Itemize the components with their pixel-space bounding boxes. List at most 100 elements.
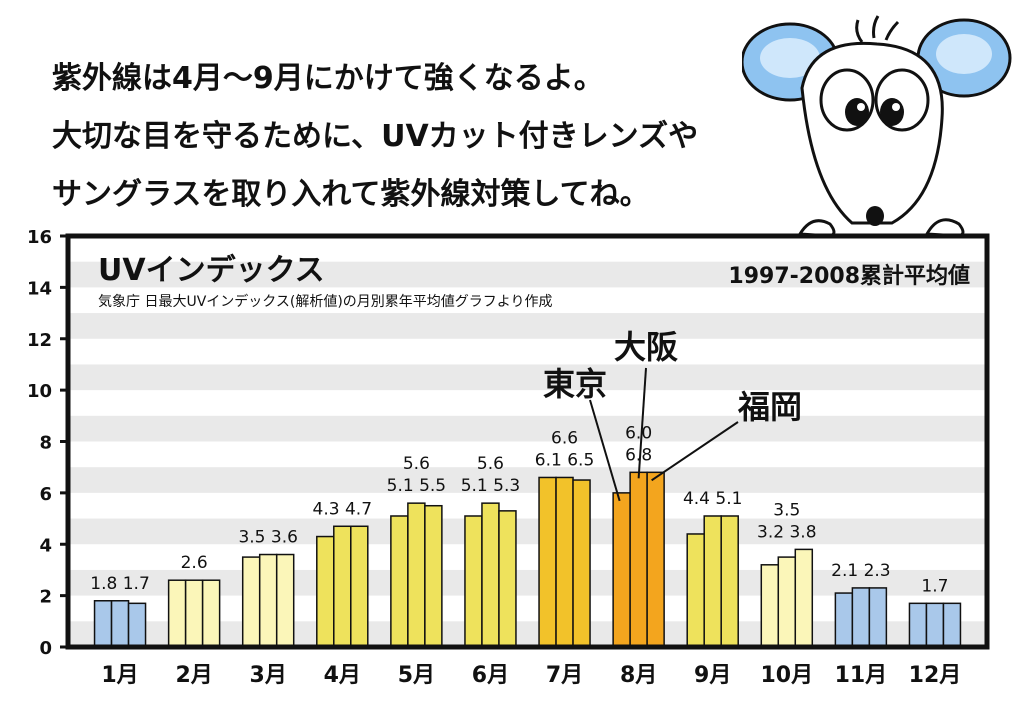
bar-group-5	[390, 502, 443, 648]
y-tick-label: 2	[39, 587, 52, 608]
x-tick-label: 6月	[472, 663, 509, 688]
x-tick-label: 5月	[398, 663, 435, 688]
bar-group-11	[834, 587, 888, 648]
bar-東京	[316, 535, 335, 648]
x-tick-label: 12月	[909, 663, 962, 688]
bar-福岡	[498, 510, 517, 648]
data-label: 5.1 5.5	[387, 476, 446, 496]
bar-東京	[464, 515, 483, 648]
bar-福岡	[350, 525, 369, 648]
bar-福岡	[794, 548, 814, 648]
leader-line-fukuoka	[651, 421, 739, 482]
grid-stripe	[68, 415, 987, 442]
grid-stripe	[68, 621, 987, 647]
bar-大阪	[925, 602, 945, 648]
x-tick-label: 7月	[546, 663, 583, 688]
chart-source-note: 気象庁 日最大UVインデックス(解析値)の月別累年平均値グラフより作成	[98, 293, 553, 310]
bar-東京	[612, 492, 631, 648]
bar-東京	[760, 564, 780, 648]
data-label: 2.1 2.3	[831, 561, 890, 581]
data-label: 4.4 5.1	[683, 489, 742, 509]
headline-line-3: サングラスを取り入れて紫外線対策してね。	[52, 177, 650, 212]
bar-大阪	[481, 502, 500, 648]
data-labels: 1.8 1.72.63.5 3.64.3 4.75.65.1 5.55.65.1…	[90, 423, 948, 596]
bar-福岡	[275, 553, 295, 648]
bar-大阪	[110, 600, 130, 648]
data-label: 1.8 1.7	[90, 574, 149, 594]
bar-東京	[908, 602, 928, 648]
bar-大阪	[629, 471, 648, 648]
x-tick-label: 2月	[175, 663, 212, 688]
y-tick-label: 4	[39, 535, 52, 556]
bar-福岡	[942, 602, 962, 648]
bar-大阪	[184, 579, 204, 648]
data-label: 3.2 3.8	[757, 522, 816, 542]
data-label: 5.6	[477, 454, 504, 474]
y-axis-ticks: 0 2 4 6 8 10 12 14 16	[27, 227, 68, 659]
x-tick-label: 10月	[760, 663, 813, 688]
bar-groups	[93, 471, 962, 648]
grid-stripe	[68, 518, 987, 545]
bar-東京	[93, 600, 113, 648]
series-leader-lines	[589, 367, 739, 502]
bar-group-6	[464, 502, 517, 648]
data-label: 5.6	[403, 454, 430, 474]
data-label: 2.6	[181, 553, 208, 573]
bar-大阪	[333, 525, 352, 648]
bar-大阪	[258, 553, 278, 648]
legend-label-fukuoka: 福岡	[737, 388, 802, 426]
bar-group-10	[760, 548, 814, 648]
bar-福岡	[868, 587, 888, 648]
data-label: 1.7	[921, 576, 948, 596]
bar-group-2	[167, 579, 221, 648]
data-label: 6.1 6.5	[535, 450, 594, 470]
y-tick-label: 10	[27, 381, 52, 402]
y-tick-label: 6	[39, 484, 52, 505]
bar-大阪	[407, 502, 426, 648]
y-tick-label: 8	[39, 433, 52, 454]
chart-subtitle: 1997-2008累計平均値	[728, 263, 970, 289]
bar-福岡	[646, 471, 665, 648]
bar-福岡	[572, 479, 591, 648]
headline-line-2: 大切な目を守るために、UVカット付きレンズや	[52, 119, 699, 154]
grid-stripe	[68, 261, 987, 288]
bar-group-1	[93, 600, 147, 648]
x-tick-label: 1月	[101, 663, 138, 688]
headline: 紫外線は4月～9月にかけて強くなるよ。 大切な目を守るために、UVカット付きレン…	[52, 50, 698, 224]
bar-group-12	[908, 602, 962, 648]
chart-frame	[65, 233, 990, 650]
legend-label-osaka: 大阪	[614, 328, 678, 366]
data-label: 4.3 4.7	[313, 499, 372, 519]
data-label: 6.8	[625, 445, 652, 465]
bar-group-8	[612, 471, 665, 648]
bar-東京	[390, 515, 409, 648]
bar-東京	[167, 579, 187, 648]
grid-stripe	[68, 364, 987, 391]
y-tick-label: 14	[27, 278, 52, 299]
bar-group-4	[316, 525, 369, 648]
y-tick-label: 16	[27, 227, 52, 248]
bar-大阪	[703, 515, 722, 648]
grid-stripe	[68, 569, 987, 596]
data-label: 5.1 5.3	[461, 476, 520, 496]
bar-group-3	[241, 553, 295, 648]
x-tick-label: 11月	[835, 663, 888, 688]
data-label: 3.5	[773, 500, 800, 520]
x-tick-label: 4月	[324, 663, 361, 688]
bar-東京	[834, 592, 854, 648]
bar-東京	[686, 533, 705, 648]
legend-label-tokyo: 東京	[543, 365, 607, 403]
mouse-mascot-icon	[742, 15, 1012, 238]
x-tick-label: 9月	[694, 663, 731, 688]
data-label: 6.0	[625, 423, 652, 443]
data-label: 3.5 3.6	[238, 528, 297, 548]
bar-福岡	[720, 515, 739, 648]
bar-group-9	[686, 515, 739, 648]
bar-大阪	[777, 556, 797, 648]
headline-line-1: 紫外線は4月～9月にかけて強くなるよ。	[52, 61, 604, 96]
y-tick-label: 0	[39, 638, 52, 659]
bar-福岡	[424, 504, 443, 648]
y-tick-label: 12	[27, 330, 52, 351]
grid-stripe	[68, 313, 987, 339]
